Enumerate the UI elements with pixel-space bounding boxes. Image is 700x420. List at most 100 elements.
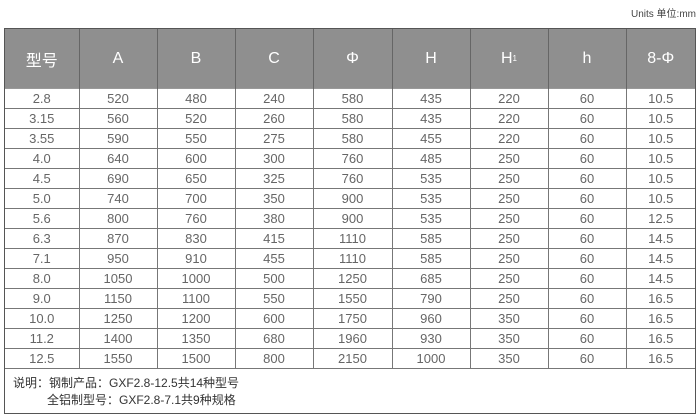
table-cell: 16.5 <box>625 288 695 309</box>
table-cell: 740 <box>78 188 158 209</box>
table-cell: 535 <box>391 168 471 189</box>
table-cell: 220 <box>469 128 549 149</box>
table-cell: 900 <box>312 188 393 209</box>
table-cell: 900 <box>312 208 393 229</box>
table-cell: 1050 <box>78 268 158 289</box>
table-cell: 930 <box>391 328 471 349</box>
table-cell: 520 <box>156 108 236 129</box>
subscript: 1 <box>512 53 517 63</box>
table-row: 11.2 1400 1350 680 1960 930 350 60 16.5 <box>5 328 695 349</box>
column-header: 型号 <box>5 29 80 89</box>
table-cell: 535 <box>391 188 471 209</box>
table-cell: 60 <box>547 148 627 169</box>
table-cell: 760 <box>312 148 393 169</box>
table-cell: 435 <box>391 108 471 129</box>
table-cell: 1000 <box>156 268 236 289</box>
table-cell: 350 <box>469 308 549 329</box>
table-cell: 1960 <box>312 328 393 349</box>
table-cell: 3.15 <box>5 108 80 129</box>
table-cell: 8.0 <box>5 268 80 289</box>
table-cell: 1400 <box>78 328 158 349</box>
table-cell: 10.0 <box>5 308 80 329</box>
table-cell: 760 <box>312 168 393 189</box>
table-cell: 14.5 <box>625 248 695 269</box>
table-cell: 10.5 <box>625 108 695 129</box>
table-cell: 60 <box>547 308 627 329</box>
table-cell: 600 <box>156 148 236 169</box>
table-cell: 60 <box>547 228 627 249</box>
table-cell: 1250 <box>78 308 158 329</box>
table-cell: 12.5 <box>5 348 80 369</box>
table-cell: 60 <box>547 288 627 309</box>
table-cell: 60 <box>547 268 627 289</box>
table-cell: 435 <box>391 88 471 109</box>
note-line-1: 说明：钢制产品：GXF2.8-12.5共14种型号 <box>13 376 240 390</box>
table-row: 10.0 1250 1200 600 1750 960 350 60 16.5 <box>5 308 695 329</box>
table-cell: 350 <box>469 348 549 369</box>
column-header-label: 型号 <box>25 52 58 70</box>
table-row: 2.8 520 480 240 580 435 220 60 10.5 <box>5 88 695 109</box>
table-cell: 910 <box>156 248 236 269</box>
table-row: 3.15 560 520 260 580 435 220 60 10.5 <box>5 108 695 129</box>
table-cell: 250 <box>469 248 549 269</box>
table-cell: 4.0 <box>5 148 80 169</box>
table-cell: 2.8 <box>5 88 80 109</box>
table-cell: 550 <box>156 128 236 149</box>
table-cell: 1110 <box>312 228 393 249</box>
table-cell: 10.5 <box>625 168 695 189</box>
table-cell: 60 <box>547 128 627 149</box>
table-cell: 220 <box>469 108 549 129</box>
table-cell: 275 <box>234 128 314 149</box>
table-cell: 60 <box>547 348 627 369</box>
column-header: A <box>78 29 158 89</box>
table-row: 4.0 640 600 300 760 485 250 60 10.5 <box>5 148 695 169</box>
table-cell: 60 <box>547 188 627 209</box>
table-cell: 1000 <box>391 348 471 369</box>
table-cell: 550 <box>234 288 314 309</box>
table-cell: 250 <box>469 228 549 249</box>
table-cell: 16.5 <box>625 308 695 329</box>
table-cell: 250 <box>469 288 549 309</box>
table-cell: 1550 <box>312 288 393 309</box>
column-header-label: C <box>268 49 280 67</box>
table-row: 7.1 950 910 455 1110 585 250 60 14.5 <box>5 248 695 269</box>
table-cell: 14.5 <box>625 228 695 249</box>
table-cell: 640 <box>78 148 158 169</box>
table-cell: 14.5 <box>625 268 695 289</box>
table-cell: 5.6 <box>5 208 80 229</box>
table-cell: 16.5 <box>625 328 695 349</box>
table-row: 9.0 1150 1100 550 1550 790 250 60 16.5 <box>5 288 695 309</box>
column-header-label: Φ <box>346 49 359 67</box>
table-row: 6.3 870 830 415 1110 585 250 60 14.5 <box>5 228 695 249</box>
column-header-label: 8-Φ <box>647 49 675 67</box>
column-header-label: H <box>425 49 437 67</box>
header-row: 型号 A B C Φ H H1 h 8-Φ <box>5 29 695 89</box>
table-row: 4.5 690 650 325 760 535 250 60 10.5 <box>5 168 695 189</box>
table-cell: 950 <box>78 248 158 269</box>
table-cell: 4.5 <box>5 168 80 189</box>
table-cell: 690 <box>78 168 158 189</box>
table-cell: 485 <box>391 148 471 169</box>
table-cell: 685 <box>391 268 471 289</box>
table-cell: 455 <box>391 128 471 149</box>
table-cell: 650 <box>156 168 236 189</box>
table-row: 8.0 1050 1000 500 1250 685 250 60 14.5 <box>5 268 695 289</box>
table-cell: 1200 <box>156 308 236 329</box>
table-cell: 800 <box>234 348 314 369</box>
table-cell: 220 <box>469 88 549 109</box>
table-cell: 16.5 <box>625 348 695 369</box>
table-cell: 60 <box>547 328 627 349</box>
table-cell: 5.0 <box>5 188 80 209</box>
table-cell: 10.5 <box>625 88 695 109</box>
table-row: 5.6 800 760 380 900 535 250 60 12.5 <box>5 208 695 229</box>
table-cell: 250 <box>469 188 549 209</box>
table-cell: 830 <box>156 228 236 249</box>
table-cell: 700 <box>156 188 236 209</box>
table-cell: 560 <box>78 108 158 129</box>
column-header: H1 <box>469 29 549 89</box>
column-header: 8-Φ <box>625 29 695 89</box>
table-cell: 350 <box>234 188 314 209</box>
table-cell: 250 <box>469 148 549 169</box>
table-cell: 590 <box>78 128 158 149</box>
table-cell: 585 <box>391 228 471 249</box>
